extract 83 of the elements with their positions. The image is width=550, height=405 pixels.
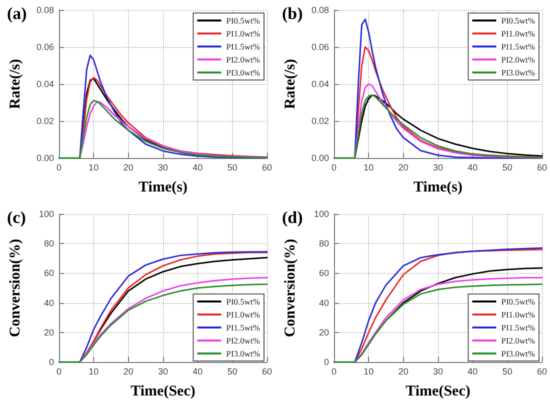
x-tick-label: 40 [192,366,203,376]
legend-label: PI1.0wt% [501,310,535,320]
y-axis-title: Rate(/s) [282,59,298,109]
y-tick-label: 0.04 [311,79,329,89]
y-tick-label: 100 [314,209,329,219]
y-tick-label: 40 [44,298,54,308]
x-tick-label: 10 [88,366,99,376]
legend-label: PI0.5wt% [501,16,535,26]
x-tick-label: 10 [88,162,99,172]
legend-label: PI1.5wt% [226,322,260,332]
legend-label: PI3.0wt% [226,348,260,358]
x-tick-label: 30 [158,366,168,376]
legend-label: PI1.5wt% [226,42,260,52]
x-tick-label: 0 [331,366,337,376]
y-tick-label: 0.06 [36,42,54,52]
x-axis-title: Time(s) [138,180,188,196]
x-axis-title: Time(Sec) [130,384,196,400]
x-tick-label: 50 [227,366,238,376]
legend-label: PI2.0wt% [226,336,260,346]
x-tick-label: 0 [56,366,62,376]
y-tick-label: 0 [324,357,329,367]
legend-label: PI2.0wt% [501,336,535,346]
chart-title: (b) [282,4,303,23]
chart-title: (c) [7,208,26,227]
x-tick-label: 0 [331,162,337,172]
x-tick-label: 30 [432,366,444,376]
x-tick-label: 40 [468,366,478,376]
legend-label: PI0.5wt% [501,296,535,306]
x-tick-label: 50 [502,366,512,376]
y-tick-label: 0.08 [311,5,329,15]
x-tick-label: 20 [398,366,408,376]
x-tick-label: 30 [158,162,168,172]
x-tick-label: 30 [432,162,444,172]
y-tick-label: 60 [318,268,329,278]
legend-label: PI1.0wt% [501,28,535,38]
y-tick-label: 0.04 [36,79,54,89]
x-tick-label: 10 [364,162,374,172]
x-tick-label: 10 [364,366,374,376]
legend-label: PI2.0wt% [226,54,260,64]
y-tick-label: 0.08 [36,5,54,15]
chart-title: (a) [7,4,27,23]
legend-label: PI3.0wt% [501,348,535,358]
y-tick-label: 80 [318,238,329,249]
x-tick-label: 60 [536,366,547,376]
y-tick-label: 60 [44,268,54,278]
x-tick-label: 40 [468,162,478,172]
y-tick-label: 0.02 [36,116,54,126]
y-tick-label: 0.00 [36,153,54,163]
legend-label: PI0.5wt% [226,296,260,306]
y-tick-label: 40 [318,298,329,308]
y-tick-label: 100 [38,209,54,219]
legend-label: PI1.5wt% [501,42,535,52]
y-axis-title: Conversion(%) [282,238,298,338]
legend-label: PI1.5wt% [501,322,535,332]
line-series [79,276,268,363]
legend-label: PI0.5wt% [226,16,260,26]
x-tick-label: 60 [262,162,272,172]
legend-label: PI1.0wt% [226,28,260,38]
x-tick-label: 20 [123,162,134,172]
x-tick-label: 60 [536,162,547,172]
x-tick-label: 20 [123,366,134,376]
y-tick-label: 20 [318,327,329,338]
x-tick-label: 60 [262,366,272,376]
y-tick-label: 80 [44,238,54,249]
legend-label: PI2.0wt% [501,54,535,64]
x-tick-label: 40 [192,162,203,172]
y-axis-title: Conversion(%) [8,238,24,338]
y-axis-title: Rate(/s) [8,59,24,109]
y-tick-label: 20 [44,327,54,338]
y-tick-label: 0.06 [311,42,329,52]
legend-label: PI1.0wt% [226,310,260,320]
x-tick-label: 50 [227,162,238,172]
x-axis-title: Time(s) [414,180,462,196]
x-tick-label: 0 [56,162,62,172]
y-tick-label: 0.00 [311,153,329,163]
x-tick-label: 20 [398,162,408,172]
x-tick-label: 50 [502,162,512,172]
y-tick-label: 0.02 [311,116,329,126]
legend-label: PI3.0wt% [501,68,535,78]
chart-title: (d) [282,208,303,227]
x-axis-title: Time(Sec) [406,384,470,400]
y-tick-label: 0 [48,357,54,367]
legend-label: PI3.0wt% [226,68,260,78]
